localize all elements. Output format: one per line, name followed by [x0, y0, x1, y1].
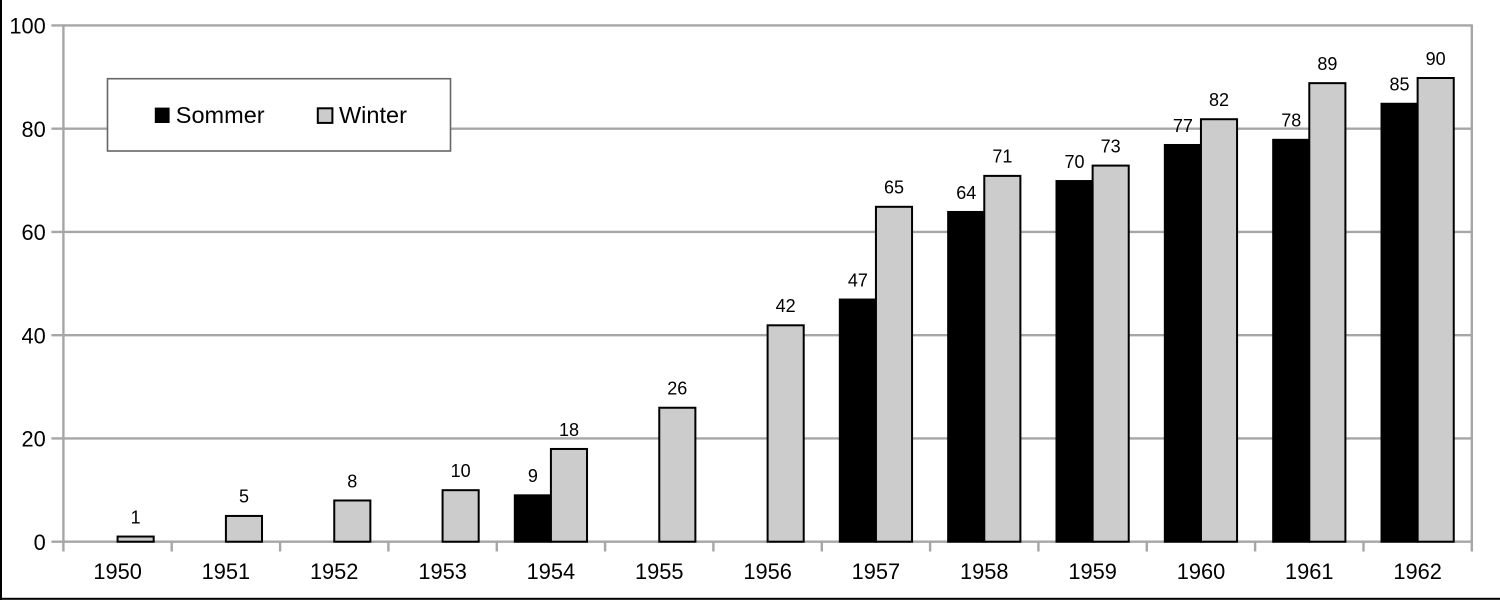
svg-text:26: 26	[667, 379, 687, 399]
svg-text:71: 71	[992, 147, 1012, 167]
svg-text:Winter: Winter	[339, 102, 407, 128]
svg-text:1957: 1957	[852, 559, 901, 584]
svg-text:64: 64	[956, 183, 976, 203]
svg-text:90: 90	[1426, 49, 1446, 69]
svg-text:1962: 1962	[1393, 559, 1442, 584]
svg-text:60: 60	[22, 220, 46, 245]
svg-text:73: 73	[1101, 136, 1121, 156]
svg-text:20: 20	[22, 427, 46, 452]
svg-text:1950: 1950	[93, 559, 142, 584]
svg-text:1954: 1954	[527, 559, 576, 584]
svg-text:42: 42	[776, 296, 796, 316]
svg-text:1956: 1956	[743, 559, 792, 584]
svg-text:9: 9	[528, 466, 538, 486]
svg-text:47: 47	[848, 270, 868, 290]
svg-text:1959: 1959	[1068, 559, 1117, 584]
svg-text:18: 18	[559, 420, 579, 440]
svg-text:1960: 1960	[1177, 559, 1226, 584]
svg-text:40: 40	[22, 323, 46, 348]
svg-text:Sommer: Sommer	[176, 102, 265, 128]
svg-text:70: 70	[1065, 152, 1085, 172]
svg-text:0: 0	[34, 530, 46, 555]
svg-text:1958: 1958	[960, 559, 1009, 584]
svg-text:85: 85	[1390, 75, 1410, 95]
svg-text:1: 1	[131, 507, 141, 527]
svg-text:1952: 1952	[310, 559, 359, 584]
svg-text:1953: 1953	[418, 559, 467, 584]
svg-text:1955: 1955	[635, 559, 684, 584]
svg-text:8: 8	[347, 471, 357, 491]
svg-text:5: 5	[239, 487, 249, 507]
svg-text:78: 78	[1281, 111, 1301, 131]
svg-text:77: 77	[1173, 116, 1193, 136]
svg-text:65: 65	[884, 178, 904, 198]
svg-text:1951: 1951	[202, 559, 251, 584]
svg-text:100: 100	[9, 14, 45, 39]
svg-text:10: 10	[451, 461, 471, 481]
svg-text:80: 80	[22, 117, 46, 142]
svg-text:89: 89	[1317, 54, 1337, 74]
svg-text:1961: 1961	[1285, 559, 1334, 584]
svg-text:82: 82	[1209, 90, 1229, 110]
